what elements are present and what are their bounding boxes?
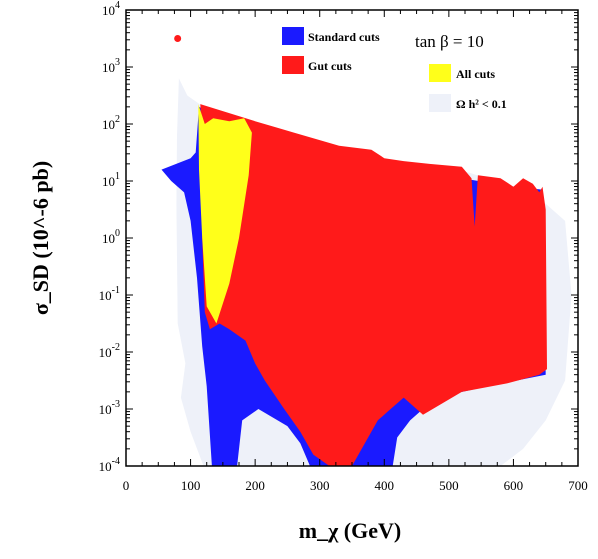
legend-label-standard: Standard cuts bbox=[308, 30, 380, 44]
legend-swatch-all bbox=[429, 64, 451, 82]
legend: Standard cuts Gut cuts All cuts Ω h² < 0… bbox=[282, 27, 507, 112]
y-axis-title: σ_SD (10^-6 pb) bbox=[28, 161, 53, 315]
y-tick-label: 102 bbox=[102, 114, 120, 132]
x-tick-label: 400 bbox=[375, 478, 395, 493]
y-tick-label: 104 bbox=[102, 0, 120, 18]
y-tick-label: 100 bbox=[102, 228, 120, 246]
tick-labels: 0 100 200 300 400 500 600 700 10-4 10-3 10-2 10-1 10… bbox=[99, 0, 588, 493]
legend-label-all: All cuts bbox=[456, 67, 495, 81]
region-gut bbox=[200, 104, 548, 466]
legend-label-relic: Ω h² < 0.1 bbox=[456, 97, 507, 111]
y-tick-label: 101 bbox=[102, 171, 120, 189]
chart-ticks bbox=[125, 9, 579, 467]
x-axis-title: m_χ (GeV) bbox=[299, 518, 401, 543]
legend-label-gut: Gut cuts bbox=[308, 59, 352, 73]
x-tick-label: 500 bbox=[439, 478, 459, 493]
x-tick-label: 600 bbox=[504, 478, 524, 493]
y-tick-label: 10-1 bbox=[99, 285, 120, 303]
y-tick-label: 10-2 bbox=[99, 342, 120, 360]
x-tick-label: 700 bbox=[568, 478, 588, 493]
legend-swatch-relic bbox=[429, 94, 451, 112]
x-tick-label: 100 bbox=[181, 478, 201, 493]
region-all bbox=[198, 104, 252, 324]
tan-beta-annotation: tan β = 10 bbox=[415, 32, 484, 51]
legend-swatch-gut bbox=[282, 56, 304, 74]
y-tick-label: 10-4 bbox=[99, 456, 120, 474]
x-tick-label: 0 bbox=[123, 478, 130, 493]
y-tick-label: 10-3 bbox=[99, 399, 120, 417]
data-point-0 bbox=[174, 35, 182, 42]
y-tick-label: 103 bbox=[102, 57, 120, 75]
legend-swatch-standard bbox=[282, 27, 304, 45]
chart-regions bbox=[161, 35, 572, 467]
x-tick-label: 300 bbox=[310, 478, 330, 493]
x-tick-label: 200 bbox=[245, 478, 265, 493]
